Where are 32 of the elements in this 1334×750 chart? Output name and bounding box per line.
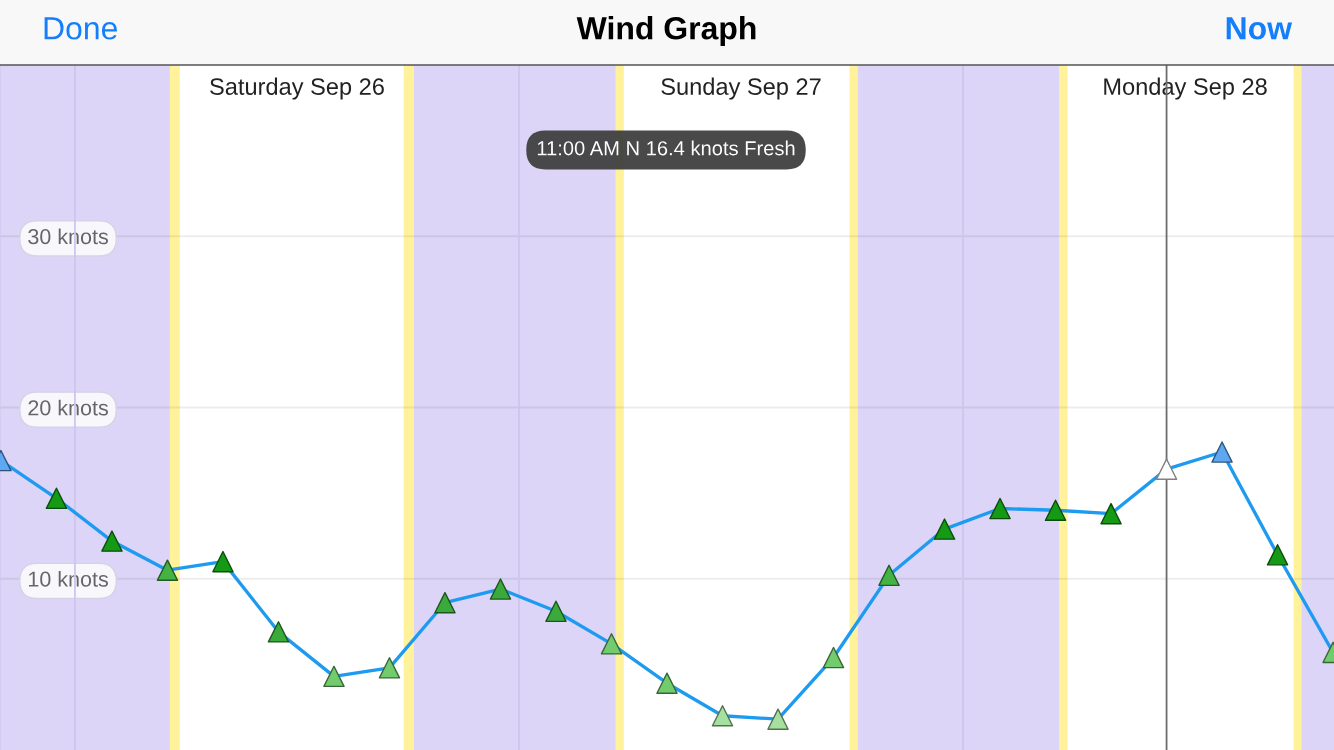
x-tick-label: Sunday Sep 27 [661, 77, 821, 100]
point [323, 665, 345, 688]
point [822, 646, 845, 669]
chart-title: Wind Graph [576, 16, 756, 46]
text: Done [44, 17, 117, 40]
point [1100, 502, 1122, 525]
y-tick-label: 20 knots [28, 399, 108, 416]
point [1266, 544, 1289, 566]
x-tick-label: Saturday Sep 26 [210, 77, 384, 100]
point [489, 578, 512, 600]
point [1211, 441, 1233, 463]
point [434, 591, 456, 614]
y-tick-label: 10 knots [29, 570, 108, 587]
point [212, 550, 234, 573]
point [545, 600, 567, 623]
point [101, 530, 123, 552]
point [1155, 458, 1178, 480]
point [267, 621, 290, 643]
point [45, 487, 68, 510]
point [878, 564, 900, 587]
y-tick-label: 30 knots [28, 228, 108, 245]
point [656, 672, 678, 694]
point [933, 518, 956, 540]
point [378, 657, 401, 679]
point [767, 708, 789, 730]
point [1044, 499, 1067, 522]
point [711, 704, 734, 727]
point [989, 497, 1011, 520]
point [156, 559, 179, 581]
text: Now [1226, 17, 1293, 40]
point [600, 633, 623, 655]
annotation: 11:00 AM N 16.4 knots Fresh [537, 140, 795, 156]
